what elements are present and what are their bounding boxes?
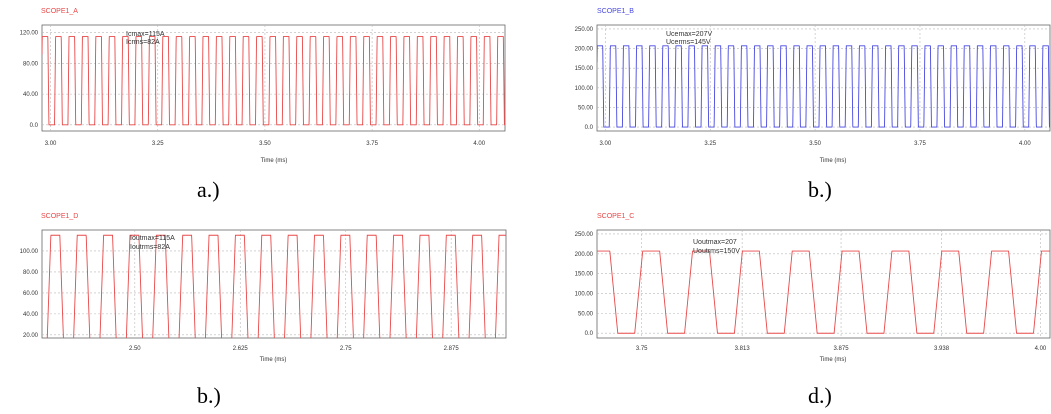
scope-c-xtick-label: 3.938: [934, 346, 950, 352]
scope-b-chart: 3.00 3.25 3.50 3.75 4.00 0.0 50.00 100.00 150.00…: [575, 24, 1051, 164]
scope-d-xtick-label: 2.875: [444, 346, 460, 352]
scope-c-xtick-label: 3.75: [636, 346, 648, 352]
scope-b-title: SCOPE1_B: [597, 8, 634, 15]
scope-b-ytick-label: 250.00: [575, 27, 594, 33]
scope-b-xtick-label: 3.00: [600, 141, 612, 147]
scope-a-xtick-label: 3.00: [45, 141, 57, 147]
scope-a-chart: 3.00 3.25 3.50 3.75 4.000.040.0080.00120.00 …: [20, 24, 506, 164]
scope-a-waveform: [42, 36, 505, 126]
scope-d-title: SCOPE1_D: [41, 213, 79, 220]
scope-a-ytick-label: 80.00: [23, 61, 39, 67]
scope-c-xtick-label: 3.875: [834, 346, 850, 352]
scope-b-xtick-label: 4.00: [1019, 141, 1031, 147]
scope-a-xtick-label: 3.50: [259, 141, 271, 147]
scope-a-xtick-label: 3.75: [366, 141, 378, 147]
scope-b-waveform: [597, 45, 1050, 128]
scope-a-annotation-1: Icmax=115A: [126, 31, 165, 38]
scope-c-xlabel: Time (ms): [820, 357, 847, 363]
scope-a-title: SCOPE1_A: [41, 8, 78, 15]
scope-a-ytick-label: 0.0: [30, 123, 39, 129]
scope-b-xtick-label: 3.50: [809, 141, 821, 147]
scope-d-chart: 2.50 2.625 2.75 2.875 20.00 40.00 60.00 80.00 10…: [20, 229, 507, 363]
scope-d-ytick-label: 80.00: [23, 270, 39, 276]
scope-a-xtick-label: 4.00: [473, 141, 485, 147]
scope-b-ytick-label: 150.00: [575, 66, 594, 72]
caption-c: d.): [808, 383, 832, 408]
scope-c-ytick-label: 200.00: [575, 252, 594, 258]
scope-b-plot-area: [596, 24, 1051, 132]
scope-d-ytick-label: 100.00: [20, 249, 39, 255]
scope-b-xlabel: Time (ms): [820, 158, 847, 164]
scope-a-plot-area: [41, 24, 506, 132]
scope-d-xtick-label: 2.50: [129, 346, 141, 352]
scope-d-xtick-label: 2.75: [340, 346, 352, 352]
scope-c-title: SCOPE1_C: [597, 213, 635, 220]
scope-c-xtick-label: 3.813: [735, 346, 751, 352]
caption-a: a.): [197, 177, 220, 202]
caption-b: b.): [808, 177, 832, 202]
scope-b-ytick-label: 0.0: [585, 125, 594, 131]
scope-a-annotation-2: Icrms=82A: [126, 39, 160, 46]
scope-c-ytick-label: 100.00: [575, 292, 594, 298]
scope-b-annotation-2: Ucerms=145V: [666, 39, 711, 46]
scope-a-ytick-label: 40.00: [23, 92, 39, 98]
caption-d-left: b.): [197, 383, 221, 408]
scope-b-annotation-1: Ucemax=207V: [666, 31, 712, 38]
scope-c-ytick-label: 50.00: [578, 311, 594, 317]
scope-c-chart: 3.75 3.813 3.875 3.938 4.00 0.0 50.00 100.00 150…: [575, 229, 1051, 363]
scope-c-annotation-1: Uoutmax=207: [693, 239, 737, 246]
scope-c-plot-area: [596, 229, 1051, 339]
scope-c-waveform: [597, 250, 1050, 334]
scope-c-ytick-label: 0.0: [585, 331, 594, 337]
scope-b-ytick-label: 200.00: [575, 47, 594, 53]
scope-d-waveform: [46, 234, 506, 338]
scope-c-xtick-label: 4.00: [1035, 346, 1047, 352]
scope-c-ytick-label: 150.00: [575, 272, 594, 278]
scope-a-xlabel: Time (ms): [261, 158, 288, 164]
scope-d-annotation-1: Ioutmax=115A: [130, 235, 175, 242]
scope-c-annotation-2: Uoutrms=150V: [693, 248, 740, 255]
scope-d-ytick-label: 40.00: [23, 312, 39, 318]
scope-a-ytick-label: 120.00: [20, 31, 39, 37]
scope-d-ytick-label: 60.00: [23, 291, 39, 297]
scope-d-ytick-label: 20.00: [23, 333, 39, 339]
scope-b-ytick-label: 100.00: [575, 86, 594, 92]
scope-d-xtick-label: 2.625: [233, 346, 249, 352]
scope-c-ytick-label: 250.00: [575, 232, 594, 238]
scope-d-xlabel: Time (ms): [260, 357, 287, 363]
scope-b-xtick-label: 3.25: [704, 141, 716, 147]
scope-d-annotation-2: Ioutrms=82A: [130, 244, 170, 251]
scope-b-ytick-label: 50.00: [578, 105, 594, 111]
scope-b-xtick-label: 3.75: [914, 141, 926, 147]
scope-a-xtick-label: 3.25: [152, 141, 164, 147]
